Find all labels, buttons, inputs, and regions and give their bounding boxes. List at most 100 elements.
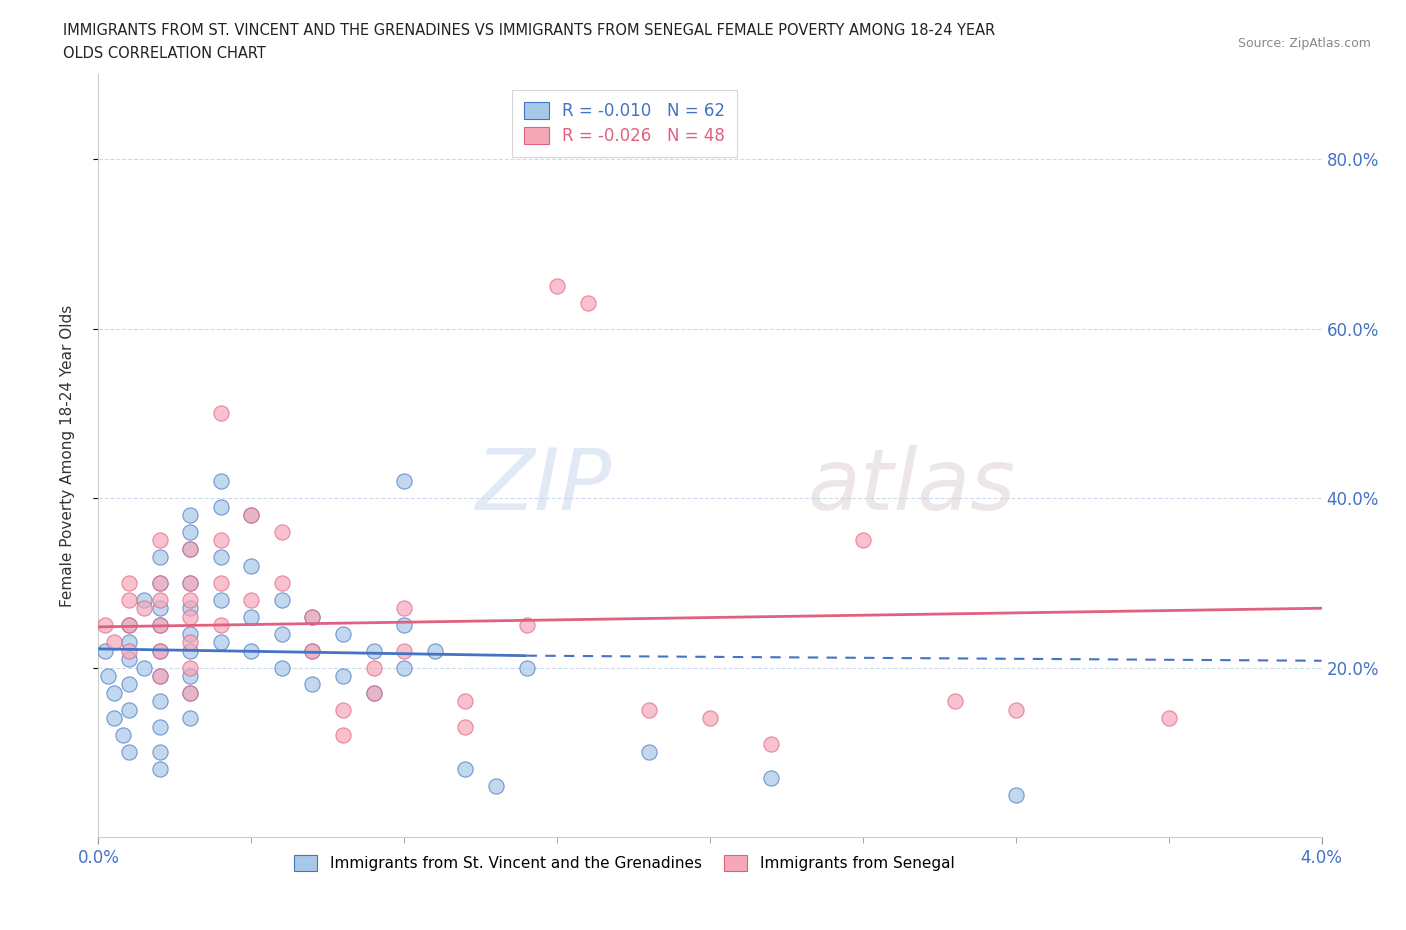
Point xyxy=(149,694,172,709)
Point xyxy=(209,405,232,420)
Text: OLDS CORRELATION CHART: OLDS CORRELATION CHART xyxy=(63,46,266,61)
Point xyxy=(240,508,263,523)
Point xyxy=(149,618,172,632)
Point xyxy=(392,660,416,675)
Point xyxy=(149,762,172,777)
Point xyxy=(111,728,134,743)
Point xyxy=(103,634,125,649)
Point xyxy=(149,669,172,684)
Point xyxy=(179,626,201,641)
Point xyxy=(270,576,294,591)
Point xyxy=(179,525,201,539)
Point xyxy=(332,702,354,717)
Point xyxy=(179,541,201,556)
Point xyxy=(149,618,172,632)
Point xyxy=(392,473,416,488)
Point xyxy=(179,660,201,675)
Point xyxy=(118,652,141,667)
Y-axis label: Female Poverty Among 18-24 Year Olds: Female Poverty Among 18-24 Year Olds xyxy=(60,305,75,607)
Point xyxy=(149,669,172,684)
Point xyxy=(240,508,263,523)
Point xyxy=(699,711,721,725)
Point xyxy=(179,541,201,556)
Point xyxy=(179,685,201,700)
Point xyxy=(97,669,120,684)
Point xyxy=(118,592,141,607)
Point xyxy=(332,728,354,743)
Point xyxy=(301,677,323,692)
Point xyxy=(103,711,125,725)
Point xyxy=(209,473,232,488)
Point xyxy=(149,592,172,607)
Point xyxy=(149,644,172,658)
Point xyxy=(1157,711,1180,725)
Point xyxy=(332,669,354,684)
Text: Source: ZipAtlas.com: Source: ZipAtlas.com xyxy=(1237,37,1371,50)
Point xyxy=(301,609,323,624)
Point xyxy=(392,618,416,632)
Point xyxy=(209,533,232,548)
Point xyxy=(301,609,323,624)
Point xyxy=(209,634,232,649)
Point xyxy=(363,685,385,700)
Point xyxy=(240,644,263,658)
Point xyxy=(454,762,477,777)
Point xyxy=(118,576,141,591)
Point xyxy=(576,296,599,311)
Point xyxy=(179,576,201,591)
Point xyxy=(363,644,385,658)
Point xyxy=(134,660,156,675)
Point xyxy=(423,644,446,658)
Point xyxy=(118,677,141,692)
Point xyxy=(149,644,172,658)
Text: ZIP: ZIP xyxy=(475,445,612,527)
Text: IMMIGRANTS FROM ST. VINCENT AND THE GRENADINES VS IMMIGRANTS FROM SENEGAL FEMALE: IMMIGRANTS FROM ST. VINCENT AND THE GREN… xyxy=(63,23,995,38)
Point xyxy=(134,601,156,616)
Text: atlas: atlas xyxy=(808,445,1017,527)
Point xyxy=(270,660,294,675)
Point xyxy=(1004,702,1026,717)
Point xyxy=(209,576,232,591)
Point xyxy=(485,778,508,793)
Point xyxy=(149,720,172,735)
Point xyxy=(637,745,661,760)
Point xyxy=(149,533,172,548)
Point xyxy=(93,644,115,658)
Point xyxy=(759,737,782,751)
Point xyxy=(301,644,323,658)
Point xyxy=(179,508,201,523)
Point xyxy=(332,626,354,641)
Point xyxy=(179,669,201,684)
Point xyxy=(209,499,232,514)
Point xyxy=(516,618,538,632)
Point xyxy=(240,558,263,573)
Point xyxy=(118,745,141,760)
Point xyxy=(240,592,263,607)
Point xyxy=(454,720,477,735)
Point xyxy=(454,694,477,709)
Point xyxy=(179,685,201,700)
Point xyxy=(149,745,172,760)
Point xyxy=(209,550,232,565)
Point xyxy=(301,644,323,658)
Point xyxy=(179,634,201,649)
Point xyxy=(759,770,782,785)
Point xyxy=(209,618,232,632)
Point xyxy=(134,592,156,607)
Point xyxy=(179,609,201,624)
Point xyxy=(179,576,201,591)
Point xyxy=(516,660,538,675)
Point xyxy=(103,685,125,700)
Point xyxy=(149,601,172,616)
Legend: Immigrants from St. Vincent and the Grenadines, Immigrants from Senegal: Immigrants from St. Vincent and the Gren… xyxy=(287,847,962,879)
Point xyxy=(546,279,568,294)
Point xyxy=(240,609,263,624)
Point xyxy=(270,525,294,539)
Point xyxy=(179,644,201,658)
Point xyxy=(209,592,232,607)
Point xyxy=(118,702,141,717)
Point xyxy=(270,626,294,641)
Point xyxy=(149,576,172,591)
Point xyxy=(118,618,141,632)
Point xyxy=(93,618,115,632)
